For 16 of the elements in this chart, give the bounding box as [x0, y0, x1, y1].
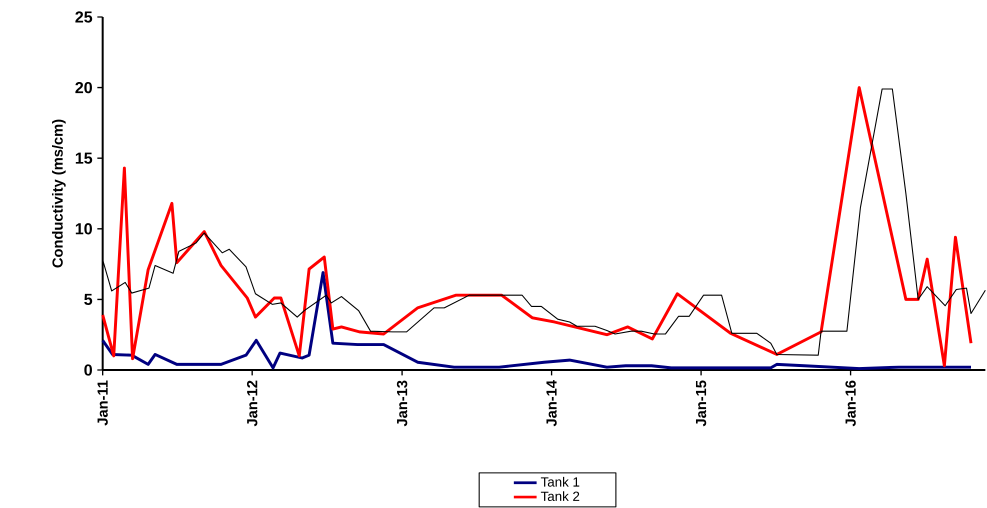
line-series — [101, 271, 972, 370]
x-tick-label: Jan-12 — [247, 380, 258, 426]
x-tick-label: Jan-15 — [696, 380, 706, 426]
x-tick-label: Jan-16 — [845, 380, 856, 426]
x-tick-label: Jan-11 — [98, 380, 108, 426]
y-tick-label: 10 — [76, 223, 92, 234]
y-tick-label: 0 — [84, 364, 92, 376]
x-tick-label: Jan-13 — [396, 380, 408, 426]
y-tick-label: 5 — [84, 294, 92, 305]
y-tick-label: 25 — [75, 11, 92, 23]
x-tick-label: Jan-14 — [546, 380, 557, 426]
legend-label: Tank 2 — [540, 491, 580, 502]
y-tick-label: 15 — [76, 152, 92, 164]
legend-label: Tank 1 — [540, 476, 580, 487]
y-tick-label: 20 — [75, 82, 92, 94]
y-axis-title: Conductivity (ms/cm) — [52, 120, 66, 268]
